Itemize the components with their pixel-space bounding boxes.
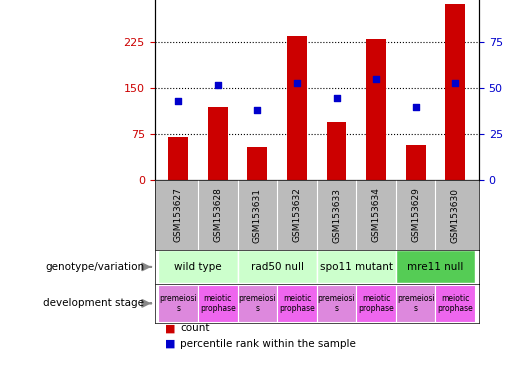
Point	[214, 81, 222, 88]
Bar	[445, 3, 465, 180]
Text: wild type: wild type	[174, 262, 222, 272]
Point	[451, 80, 459, 86]
Text: GSM153633: GSM153633	[332, 187, 341, 243]
Bar	[287, 36, 307, 180]
Bar	[317, 285, 356, 322]
Bar	[396, 285, 435, 322]
Point	[253, 108, 262, 114]
Bar	[327, 122, 347, 180]
Text: premeiosi
s: premeiosi s	[238, 294, 276, 313]
Text: GSM153628: GSM153628	[213, 188, 222, 242]
Text: development stage: development stage	[43, 298, 144, 308]
Text: premeiosi
s: premeiosi s	[318, 294, 355, 313]
Bar	[237, 250, 317, 283]
Bar	[406, 145, 425, 180]
Point	[411, 104, 420, 110]
Text: genotype/variation: genotype/variation	[45, 262, 144, 272]
Text: count: count	[180, 323, 210, 333]
Text: meiotic
prophase: meiotic prophase	[358, 294, 394, 313]
Text: GSM153629: GSM153629	[411, 188, 420, 242]
Point	[332, 94, 340, 101]
Bar	[208, 107, 228, 180]
Bar	[435, 285, 475, 322]
Text: meiotic
prophase: meiotic prophase	[437, 294, 473, 313]
Text: GSM153632: GSM153632	[293, 188, 301, 242]
Bar	[237, 285, 277, 322]
Text: ■: ■	[165, 339, 175, 349]
Text: ■: ■	[165, 323, 175, 333]
Bar	[248, 147, 267, 180]
Text: GSM153634: GSM153634	[372, 188, 381, 242]
Text: mre11 null: mre11 null	[407, 262, 464, 272]
Bar	[159, 285, 198, 322]
Text: rad50 null: rad50 null	[251, 262, 304, 272]
Bar	[277, 285, 317, 322]
Bar	[396, 250, 475, 283]
Bar	[168, 137, 188, 180]
Point	[293, 80, 301, 86]
Text: GSM153627: GSM153627	[174, 188, 183, 242]
Bar	[366, 39, 386, 180]
Text: spo11 mutant: spo11 mutant	[320, 262, 393, 272]
Text: GSM153630: GSM153630	[451, 187, 460, 243]
Text: premeiosi
s: premeiosi s	[397, 294, 435, 313]
Text: percentile rank within the sample: percentile rank within the sample	[180, 339, 356, 349]
Bar	[198, 285, 237, 322]
Text: meiotic
prophase: meiotic prophase	[279, 294, 315, 313]
Point	[174, 98, 182, 104]
Bar	[159, 250, 237, 283]
Text: meiotic
prophase: meiotic prophase	[200, 294, 236, 313]
Point	[372, 76, 380, 82]
Text: GSM153631: GSM153631	[253, 187, 262, 243]
Text: premeiosi
s: premeiosi s	[159, 294, 197, 313]
Bar	[356, 285, 396, 322]
Bar	[317, 250, 396, 283]
